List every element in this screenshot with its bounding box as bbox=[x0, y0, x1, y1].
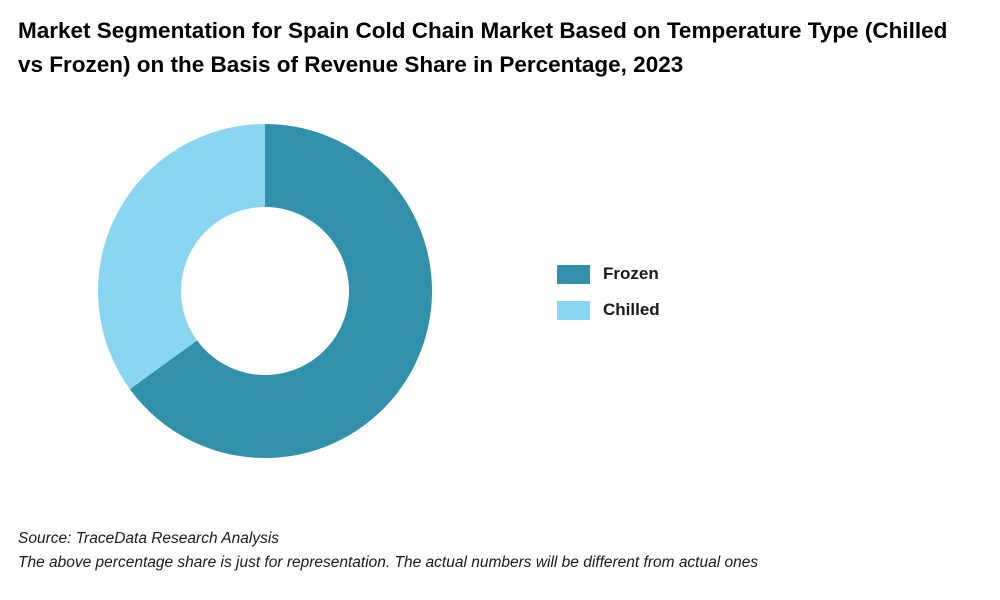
legend-label: Frozen bbox=[603, 264, 659, 283]
donut-slice-chilled bbox=[97, 124, 265, 390]
legend-swatch bbox=[557, 300, 590, 320]
legend-swatch bbox=[557, 264, 590, 284]
chart-legend: Frozen Chilled bbox=[557, 262, 660, 334]
chart-title: Market Segmentation for Spain Cold Chain… bbox=[18, 18, 948, 77]
chart-footer: Source: TraceData Research Analysis The … bbox=[18, 527, 758, 575]
legend-item-chilled: Chilled bbox=[557, 298, 660, 322]
legend-label: Chilled bbox=[603, 300, 660, 319]
legend-item-frozen: Frozen bbox=[557, 262, 660, 286]
disclaimer-note: The above percentage share is just for r… bbox=[18, 554, 759, 571]
source-note: Source: TraceData Research Analysis bbox=[18, 530, 280, 547]
donut-slice-frozen bbox=[129, 124, 432, 458]
